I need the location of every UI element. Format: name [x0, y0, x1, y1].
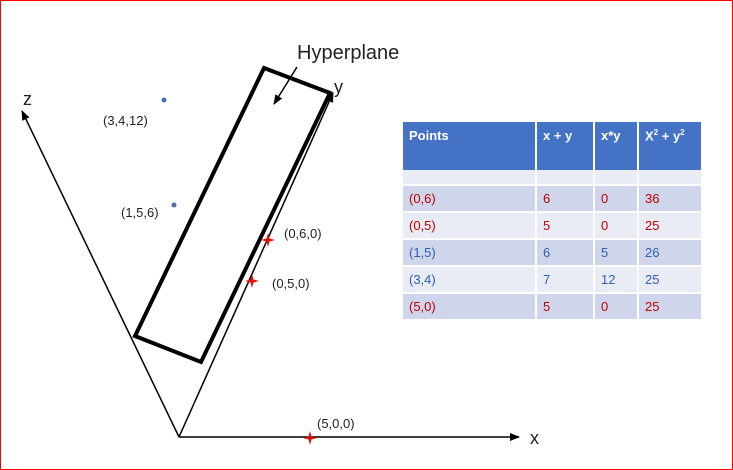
header-product: x*y — [595, 122, 639, 170]
header-squares: X2 + y2 — [639, 122, 701, 170]
cell-product: 5 — [595, 238, 639, 265]
hyperplane-label: Hyperplane — [297, 42, 399, 64]
cell-squares: 25 — [639, 292, 701, 319]
table-header-row: Points x + y x*y X2 + y2 — [403, 122, 701, 170]
cell-point: (0,6) — [403, 184, 537, 211]
table-row: (5,0) 5 0 25 — [403, 292, 701, 319]
point-0-6-0-star — [261, 233, 275, 247]
point-0-5-0-label: (0,5,0) — [272, 276, 310, 291]
hyperplane-plane — [132, 65, 333, 365]
cell-sum: 6 — [537, 184, 595, 211]
x-axis-label: x — [530, 428, 539, 448]
point-1-5-6-dot — [171, 202, 177, 208]
spacer-cell — [403, 170, 537, 184]
y-axis-label: y — [334, 77, 343, 97]
cell-squares: 25 — [639, 265, 701, 292]
table-row: (3,4) 7 12 25 — [403, 265, 701, 292]
point-1-5-6-label: (1,5,6) — [121, 205, 159, 220]
header-sum: x + y — [537, 122, 595, 170]
point-0-5-0-star — [245, 274, 259, 288]
y-axis — [178, 92, 334, 438]
spacer-cell — [537, 170, 595, 184]
cell-sum: 6 — [537, 238, 595, 265]
feature-table: Points x + y x*y X2 + y2 (0,6) 6 0 36 (0… — [403, 122, 701, 319]
header-squares-exp-1: 2 — [653, 128, 659, 137]
cell-product: 0 — [595, 211, 639, 238]
cell-product: 0 — [595, 184, 639, 211]
cell-squares: 26 — [639, 238, 701, 265]
header-squares-exp-2: 2 — [680, 128, 685, 137]
spacer-cell — [595, 170, 639, 184]
point-5-0-0-label: (5,0,0) — [317, 416, 355, 431]
cell-point: (0,5) — [403, 211, 537, 238]
header-squares-mid: + y — [658, 128, 681, 144]
header-squares-x: X — [645, 128, 654, 144]
cell-sum: 5 — [537, 211, 595, 238]
table-spacer-row — [403, 170, 701, 184]
point-3-4-12-dot — [161, 97, 167, 103]
cell-point: (3,4) — [403, 265, 537, 292]
cell-squares: 25 — [639, 211, 701, 238]
cell-point: (5,0) — [403, 292, 537, 319]
cell-product: 12 — [595, 265, 639, 292]
cell-product: 0 — [595, 292, 639, 319]
table-row: (0,6) 6 0 36 — [403, 184, 701, 211]
cell-point: (1,5) — [403, 238, 537, 265]
point-3-4-12-label: (3,4,12) — [103, 113, 148, 128]
header-points: Points — [403, 122, 537, 170]
table-row: (0,5) 5 0 25 — [403, 211, 701, 238]
point-5-0-0-star — [303, 431, 317, 445]
cell-sum: 5 — [537, 292, 595, 319]
spacer-cell — [639, 170, 701, 184]
table-row: (1,5) 6 5 26 — [403, 238, 701, 265]
cell-squares: 36 — [639, 184, 701, 211]
cell-sum: 7 — [537, 265, 595, 292]
z-axis — [21, 110, 180, 438]
point-0-6-0-label: (0,6,0) — [284, 226, 322, 241]
hyperplane-pointer-arrow — [273, 66, 298, 105]
z-axis-label: z — [23, 89, 32, 109]
